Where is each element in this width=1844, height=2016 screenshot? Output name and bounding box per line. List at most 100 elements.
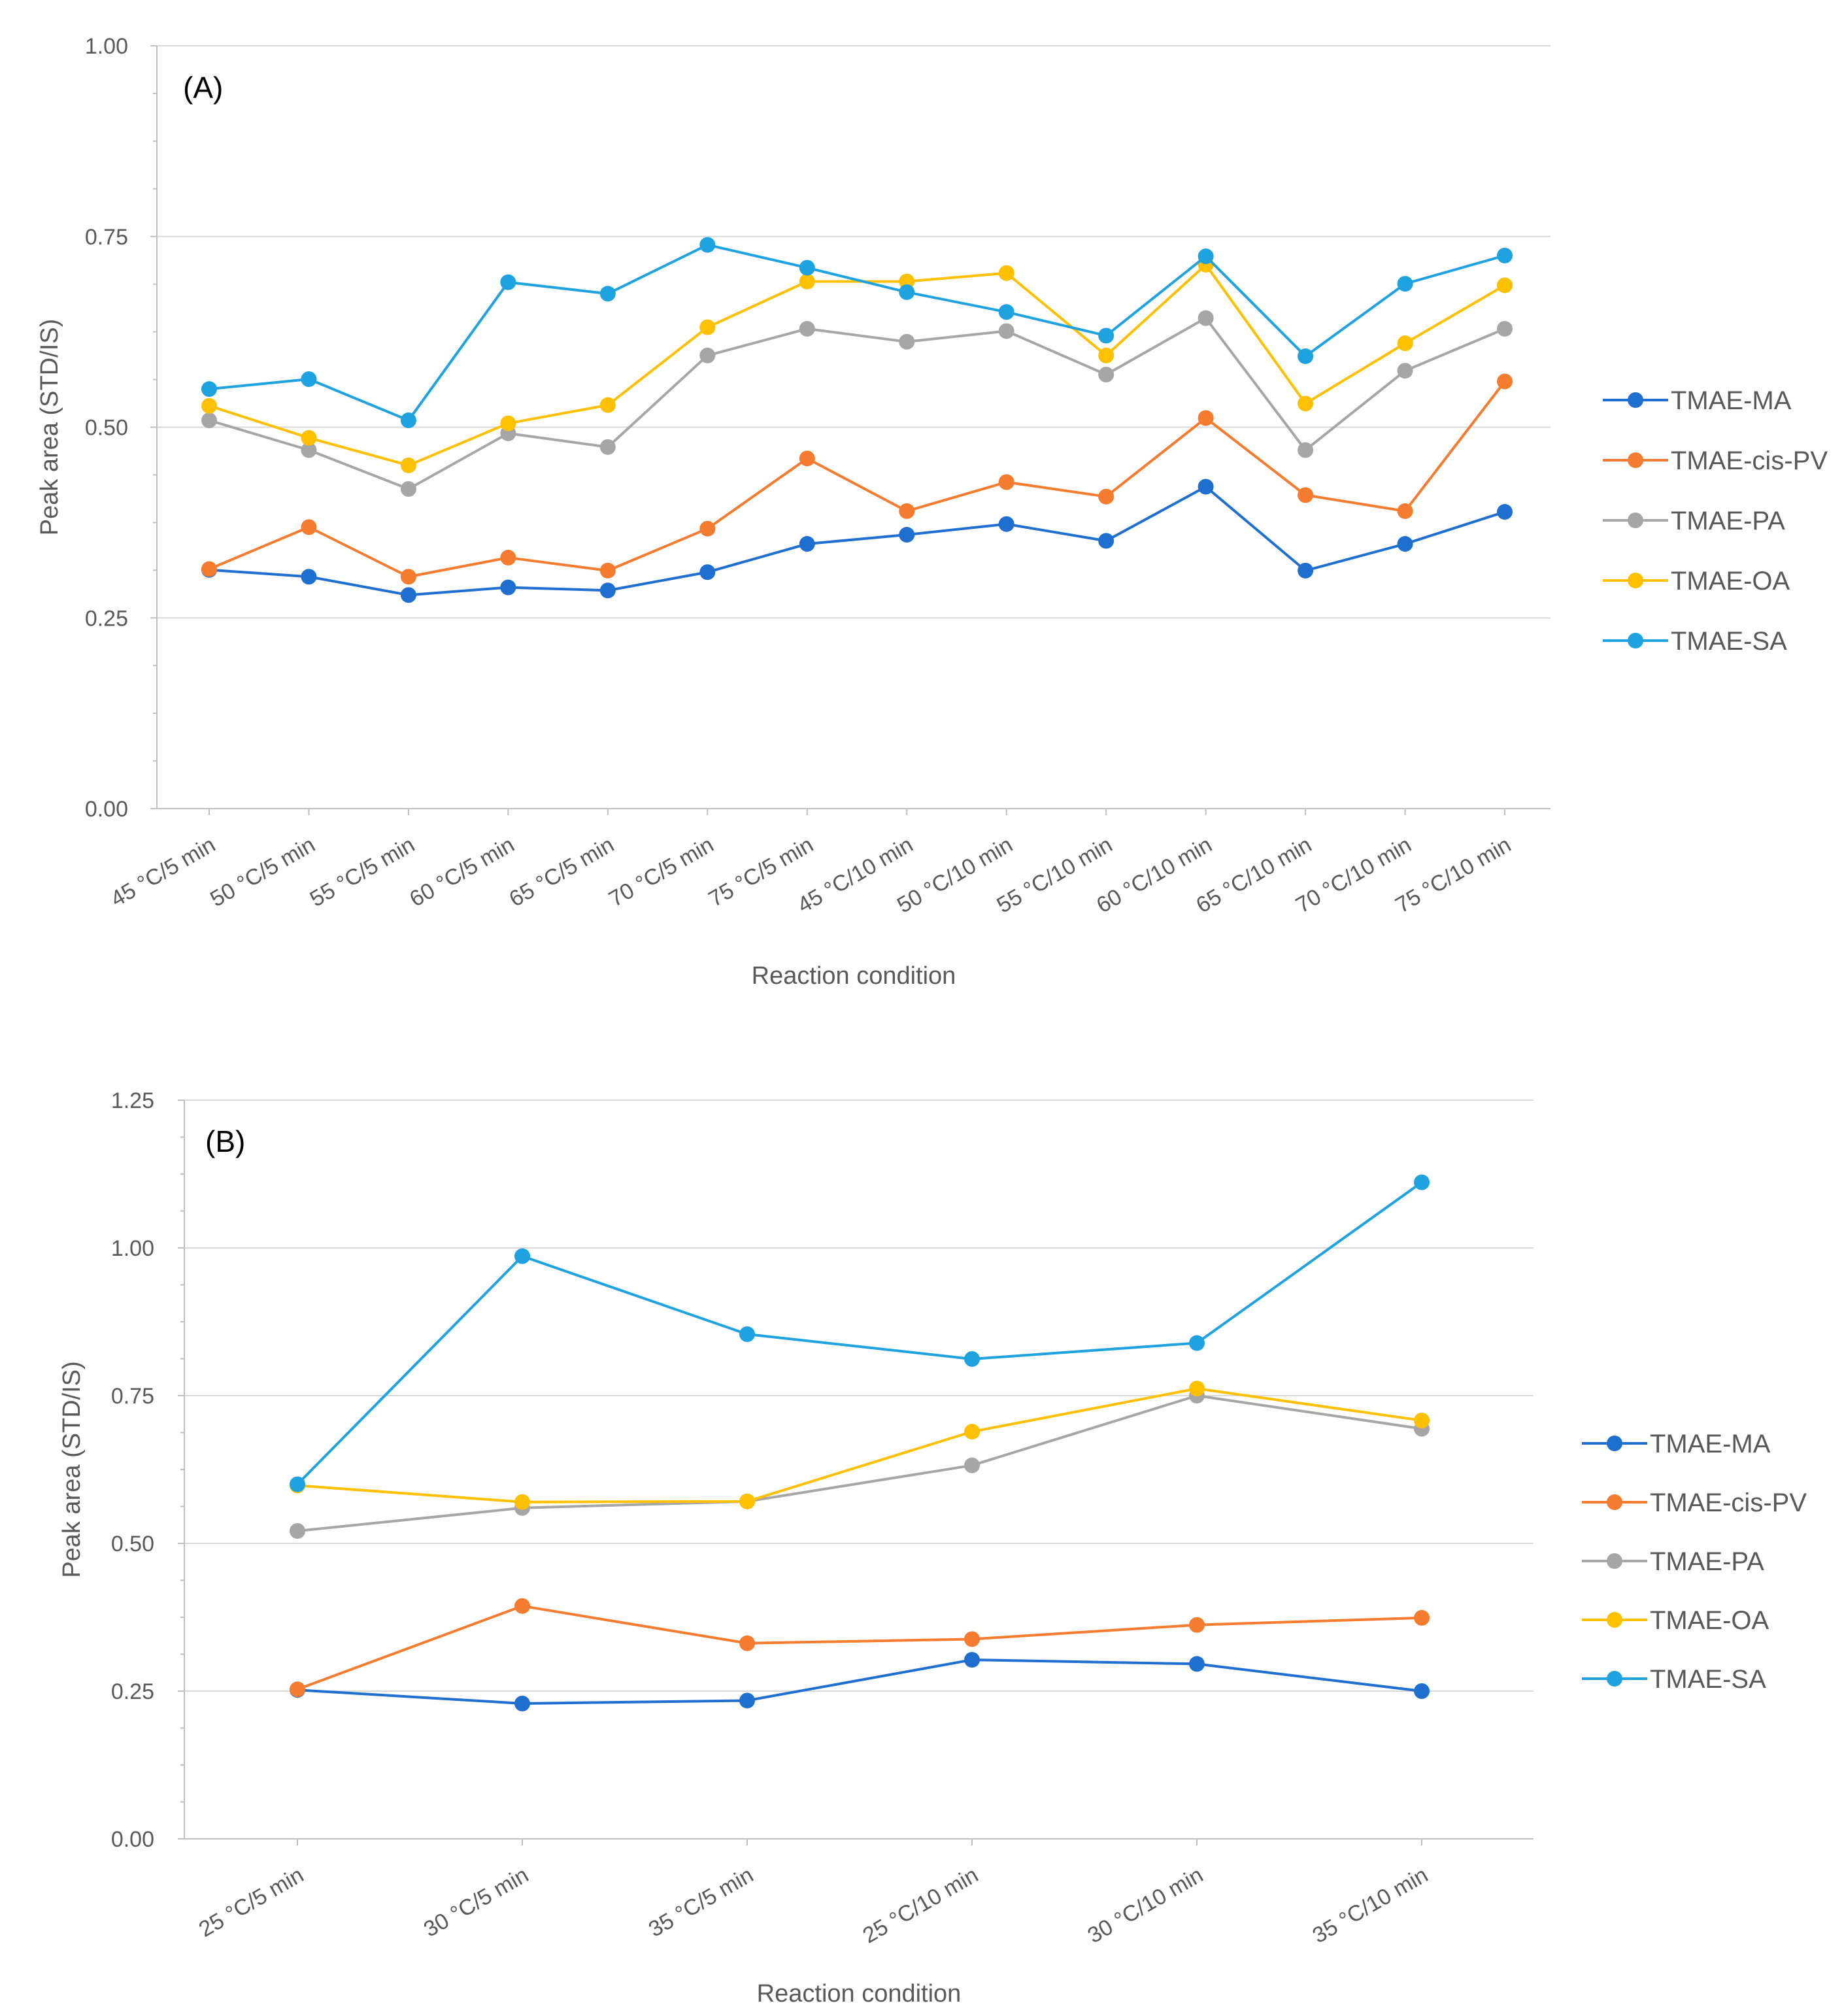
data-point-tmae-sa	[1298, 348, 1314, 364]
data-point-tmae-ma	[500, 579, 516, 596]
data-point-tmae-sa	[599, 286, 616, 302]
data-point-tmae-oa	[514, 1494, 530, 1510]
data-point-tmae-ma	[301, 569, 317, 585]
legend-label: TMAE-OA	[1671, 567, 1790, 596]
data-point-tmae-cis-pv	[1397, 503, 1413, 519]
panel-label: (B)	[205, 1124, 245, 1158]
y-tick-label: 1.00	[111, 1236, 154, 1261]
legend-label: TMAE-PA	[1650, 1547, 1764, 1576]
data-point-tmae-oa	[964, 1424, 980, 1440]
y-tick-label: 0.25	[85, 606, 128, 631]
data-point-tmae-cis-pv	[699, 520, 716, 537]
data-point-tmae-ma	[1189, 1656, 1205, 1672]
legend-swatch-marker	[1628, 392, 1643, 408]
data-point-tmae-oa	[1098, 347, 1115, 363]
data-point-tmae-oa	[201, 397, 217, 414]
data-point-tmae-sa	[301, 371, 317, 387]
x-tick-label: 45 °C/5 min	[107, 832, 220, 912]
data-point-tmae-ma	[1098, 533, 1115, 549]
legend-label: TMAE-cis-PV	[1650, 1488, 1807, 1517]
series-line-tmae-cis-pv	[297, 1604, 1422, 1691]
data-point-tmae-ma	[964, 1652, 980, 1668]
data-point-tmae-ma	[998, 516, 1014, 532]
data-point-tmae-ma	[514, 1695, 530, 1711]
data-point-tmae-pa	[899, 333, 915, 350]
data-point-tmae-ma	[1298, 562, 1314, 579]
x-tick-label: 35 °C/10 min	[1308, 1862, 1432, 1948]
x-tick-label: 35 °C/5 min	[645, 1862, 758, 1942]
data-point-tmae-pa	[290, 1523, 305, 1539]
data-point-tmae-oa	[1497, 277, 1513, 294]
data-point-tmae-sa	[1397, 276, 1413, 292]
panel-label: (A)	[183, 71, 223, 105]
data-point-tmae-oa	[699, 319, 716, 335]
data-point-tmae-cis-pv	[1497, 373, 1513, 390]
data-point-tmae-sa	[400, 412, 416, 428]
data-point-tmae-pa	[301, 442, 317, 458]
series-line-tmae-oa	[209, 263, 1506, 467]
data-point-tmae-cis-pv	[1098, 488, 1115, 505]
data-point-tmae-pa	[400, 481, 416, 497]
data-point-tmae-pa	[599, 439, 616, 455]
data-point-tmae-oa	[1189, 1381, 1205, 1397]
y-tick-label: 0.00	[85, 797, 128, 822]
data-point-tmae-cis-pv	[301, 519, 317, 535]
data-point-tmae-oa	[400, 457, 416, 473]
data-point-tmae-ma	[1414, 1683, 1430, 1699]
data-point-tmae-pa	[201, 412, 217, 428]
data-point-tmae-cis-pv	[290, 1681, 305, 1698]
data-point-tmae-oa	[599, 397, 616, 413]
legend-swatch-marker	[1607, 1494, 1622, 1510]
data-point-tmae-ma	[400, 587, 416, 603]
y-axis-title: Peak area (STD/IS)	[58, 1361, 86, 1578]
data-point-tmae-cis-pv	[998, 474, 1014, 490]
data-point-tmae-sa	[1189, 1335, 1205, 1351]
data-point-tmae-sa	[1497, 247, 1513, 263]
legend-swatch-marker	[1607, 1671, 1622, 1687]
legend-label: TMAE-OA	[1650, 1606, 1769, 1635]
data-point-tmae-sa	[964, 1351, 980, 1367]
data-point-tmae-sa	[290, 1476, 305, 1492]
data-point-tmae-sa	[899, 284, 915, 300]
data-point-tmae-pa	[1198, 310, 1214, 326]
x-tick-label: 65 °C/5 min	[505, 832, 618, 912]
legend-label: TMAE-SA	[1671, 627, 1787, 656]
y-tick-label: 0.25	[111, 1679, 154, 1704]
x-tick-label: 70 °C/5 min	[605, 832, 718, 912]
data-point-tmae-oa	[1414, 1412, 1430, 1428]
series-line-tmae-ma	[297, 1658, 1422, 1705]
legend-swatch-marker	[1628, 633, 1643, 648]
x-axis-title: Reaction condition	[752, 962, 956, 990]
y-tick-label: 0.75	[111, 1384, 154, 1409]
series-line-tmae-sa	[209, 243, 1505, 422]
series-line-tmae-cis-pv	[209, 380, 1506, 579]
data-point-tmae-cis-pv	[599, 562, 616, 579]
data-point-tmae-sa	[1098, 328, 1115, 344]
y-axis-title: Peak area (STD/IS)	[36, 319, 63, 536]
y-tick-label: 0.00	[111, 1827, 154, 1852]
data-point-tmae-sa	[514, 1248, 530, 1264]
data-point-tmae-cis-pv	[1198, 410, 1214, 426]
data-point-tmae-cis-pv	[1189, 1617, 1205, 1633]
legend-swatch-marker	[1607, 1553, 1622, 1569]
y-tick-label: 0.50	[85, 416, 128, 441]
data-point-tmae-pa	[1298, 442, 1314, 458]
x-axis-title: Reaction condition	[757, 1980, 962, 2008]
data-point-tmae-cis-pv	[899, 503, 915, 519]
data-point-tmae-oa	[739, 1493, 755, 1509]
data-point-tmae-oa	[500, 415, 516, 431]
x-tick-label: 55 °C/5 min	[306, 832, 419, 912]
series-line-tmae-ma	[209, 485, 1505, 597]
series-line-tmae-sa	[296, 1181, 1423, 1486]
data-point-tmae-sa	[1414, 1174, 1430, 1190]
series-line-tmae-pa	[209, 316, 1505, 491]
data-point-tmae-ma	[799, 536, 815, 552]
data-point-tmae-cis-pv	[514, 1598, 530, 1614]
data-point-tmae-sa	[201, 381, 217, 397]
x-tick-label: 50 °C/5 min	[206, 832, 319, 912]
data-point-tmae-pa	[998, 323, 1014, 339]
data-point-tmae-cis-pv	[1414, 1609, 1430, 1626]
legend-swatch-marker	[1628, 512, 1643, 528]
y-tick-label: 0.75	[85, 225, 128, 250]
